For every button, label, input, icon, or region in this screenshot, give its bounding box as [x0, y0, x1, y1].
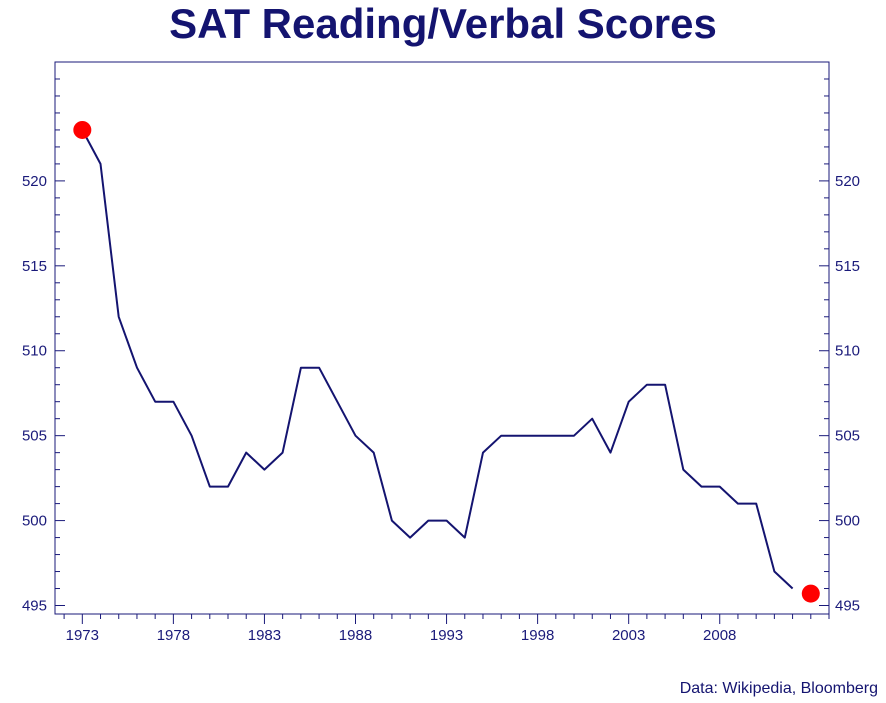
- chart-title: SAT Reading/Verbal Scores: [169, 0, 717, 47]
- highlight-points: [73, 120, 820, 603]
- y-tick-label-right: 510: [835, 343, 860, 360]
- source-note: Data: Wikipedia, Bloomberg: [679, 680, 878, 697]
- y-axis-right: 495 500 505 510 515 520: [819, 61, 860, 615]
- y-tick-label-left: 520: [22, 173, 47, 190]
- highlight-point: [73, 120, 92, 139]
- x-tick-label: 1998: [521, 627, 554, 644]
- x-axis: 1973 1978 1983 1988 1993 1998 2003 2008: [63, 614, 830, 644]
- plot-frame: [54, 61, 830, 615]
- y-axis-left: 495 500 505 510 515 520: [22, 61, 65, 615]
- y-tick-label-left: 510: [22, 343, 47, 360]
- series-layer: [81, 129, 794, 590]
- y-tick-label-right: 505: [835, 428, 860, 445]
- x-tick-label: 1978: [157, 627, 190, 644]
- x-tick-label: 2008: [703, 627, 736, 644]
- x-tick-label: 1973: [66, 627, 99, 644]
- y-tick-label-left: 505: [22, 428, 47, 445]
- x-tick-label: 1988: [339, 627, 372, 644]
- x-tick-label: 1983: [248, 627, 281, 644]
- y-tick-label-left: 500: [22, 513, 47, 530]
- x-tick-label: 1993: [430, 627, 463, 644]
- y-tick-label-left: 495: [22, 598, 47, 615]
- y-tick-label-left: 515: [22, 258, 47, 275]
- y-tick-label-right: 520: [835, 173, 860, 190]
- y-tick-label-right: 495: [835, 598, 860, 615]
- x-tick-label: 2003: [612, 627, 645, 644]
- series-line: [81, 129, 794, 590]
- highlight-point: [801, 584, 820, 603]
- y-tick-label-right: 500: [835, 513, 860, 530]
- y-tick-label-right: 515: [835, 258, 860, 275]
